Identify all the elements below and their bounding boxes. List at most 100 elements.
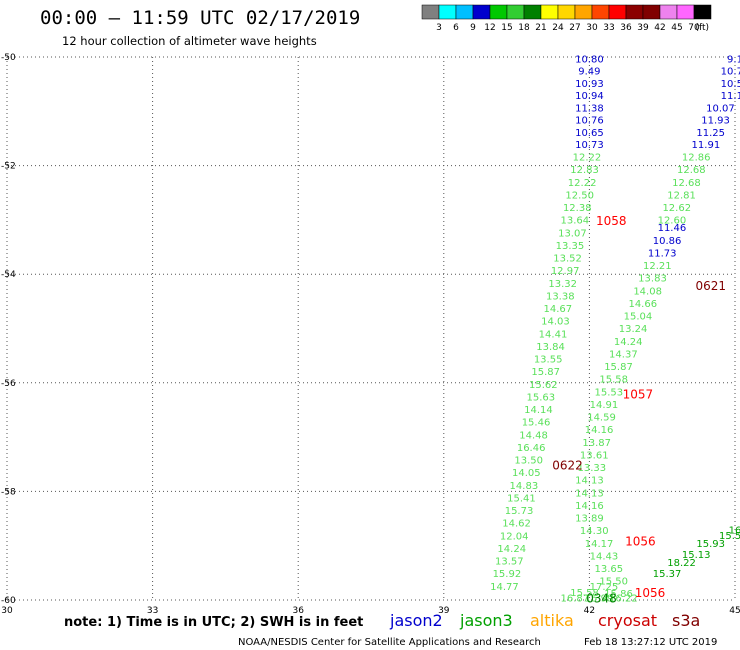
data-point-label: 15.99 [585,593,614,604]
time-label: 0622 [552,458,583,472]
colorbar-label: 21 [535,23,546,33]
data-point-label: 18.22 [667,558,696,569]
data-point-label: 13.61 [580,450,609,461]
time-label: 0621 [695,279,726,293]
colorbar-label: 6 [453,23,459,33]
data-point-label: 12.86 [682,152,711,163]
data-point-label: 11.91 [692,140,721,151]
data-point-label: 15.37 [653,569,682,580]
data-point-label: 14.24 [614,337,643,348]
data-point-label: 13.57 [495,556,524,567]
data-point-label: 12.22 [568,178,597,189]
data-point-label: 13.84 [536,342,565,353]
colorbar-swatch [489,4,508,20]
data-point-label: 14.62 [502,518,531,529]
colorbar-legend: 3 6 9 12 15 18 21 24 27 30 33 36 39 42 45 70(ft) [421,4,712,33]
data-point-label: 14.03 [541,316,570,327]
data-point-label: 9.1 [727,55,740,66]
colorbar-swatch [659,4,678,20]
data-point-label: 13.65 [594,564,623,575]
satellite-legend-item: jason2 [389,611,443,630]
time-label: 1056 [625,534,656,548]
data-point-label: 14.41 [539,329,568,340]
colorbar-swatch [591,4,610,20]
data-point-label: 13.35 [556,241,585,252]
data-point-label: 10.93 [575,79,604,90]
data-point-label: 16 [729,525,740,536]
data-point-label: 11.73 [648,248,677,259]
data-point-label: 15.41 [507,493,536,504]
data-point-label: 10.76 [575,115,604,126]
y-tick-label: -52 [1,162,16,172]
data-point-label: 10.73 [575,140,604,151]
data-point-label: 17.25 [590,582,619,593]
data-point-label: 12.04 [500,531,529,542]
colorbar-label: 27 [569,23,580,33]
data-point-label: 14.16 [585,425,614,436]
x-tick-label: 45 [729,606,740,616]
data-point-label: 14.24 [497,544,526,555]
y-tick-label: -56 [1,379,16,389]
colorbar-swatch [557,4,576,20]
data-point-label: 13.52 [553,253,582,264]
data-point-label: 15.04 [624,311,653,322]
colorbar-label: 12 [484,23,495,33]
colorbar-label: 70 [688,23,700,33]
data-point-label: 13.38 [546,291,575,302]
data-point-label: 12.60 [658,215,687,226]
data-point-label: 13.07 [558,228,587,239]
time-label: 1056 [635,586,666,600]
satellite-legend-item: jason3 [459,611,513,630]
data-point-label: 14.14 [524,405,553,416]
data-point-label: 14.67 [544,304,573,315]
data-point-label: 13.32 [548,279,577,290]
data-point-label: 15.73 [505,506,534,517]
data-point-label: 15.50 [599,576,628,587]
time-label: 1057 [623,388,654,402]
colorbar-swatch [472,4,491,20]
data-point-label: 14.66 [628,299,657,310]
chart-title: 00:00 – 11:59 UTC 02/17/2019 [40,7,360,29]
satellite-legend-item: s3a [672,611,700,630]
data-point-label: 14.59 [587,412,616,423]
data-point-label: 15.46 [522,417,551,428]
data-point-label: 14.37 [609,349,638,360]
data-point-label: 14.43 [590,551,619,562]
colorbar-swatch [540,4,559,20]
data-point-label: 15.5 [719,531,740,542]
colorbar-swatch [676,4,695,20]
colorbar-label: 30 [586,23,598,33]
data-point-label: 15.58 [599,374,628,385]
data-point-label: 11.25 [696,128,725,139]
colorbar-label: 15 [501,23,512,33]
data-point-label: 11.93 [701,115,730,126]
data-point-label: 13.64 [561,215,590,226]
data-point-label: 15.58 [570,588,599,599]
data-point-label: 14.48 [519,430,548,441]
data-point-label: 13.89 [575,513,604,524]
data-point-label: 12.68 [672,178,701,189]
colorbar-swatch [642,4,661,20]
data-point-label: 12.81 [667,190,696,201]
y-tick-label: -58 [1,487,16,497]
colorbar-swatch [608,4,627,20]
data-point-label: 11.14 [721,91,740,102]
data-point-label: 11.46 [658,223,687,234]
data-point-label: 14.17 [585,539,614,550]
data-point-label: 14.77 [490,582,519,593]
data-point-label: 12.22 [573,152,602,163]
data-point-label: 16.87 [561,593,590,604]
data-point-label: 11.38 [575,103,604,114]
colorbar-swatch [506,4,525,20]
satellite-legend-item: cryosat [598,611,657,630]
colorbar-label: 9 [470,23,476,33]
data-point-label: 15.53 [594,387,623,398]
colorbar-swatch [693,4,712,20]
time-label: 1058 [596,214,627,228]
data-point-label: 14.30 [580,526,609,537]
x-tick-label: 33 [147,606,158,616]
x-tick-label: 39 [438,606,450,616]
colorbar-swatch [523,4,542,20]
